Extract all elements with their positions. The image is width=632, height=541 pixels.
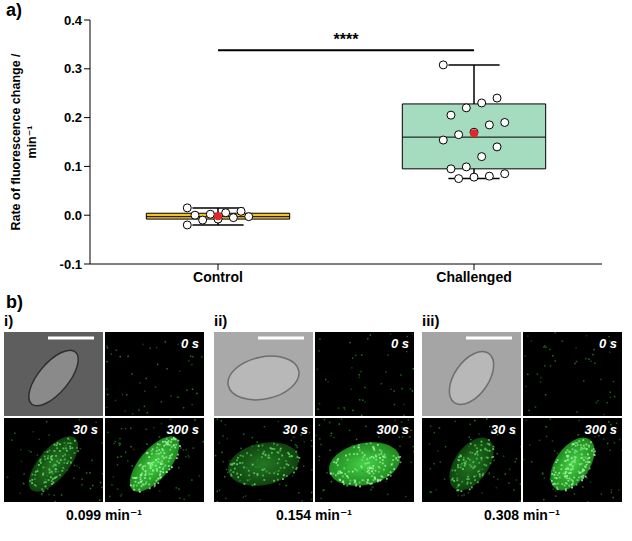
- svg-text:300 s: 300 s: [166, 422, 199, 437]
- svg-text:0.0: 0.0: [64, 208, 82, 223]
- svg-text:300 s: 300 s: [584, 422, 617, 437]
- svg-text:****: ****: [334, 31, 360, 48]
- html-text:iii): iii): [422, 312, 440, 329]
- svg-text:0.4: 0.4: [64, 13, 83, 28]
- svg-text:0.2: 0.2: [64, 110, 82, 125]
- svg-text:0 s: 0 s: [391, 336, 409, 351]
- html-text:i): i): [4, 312, 14, 329]
- svg-text:30 s: 30 s: [283, 422, 308, 437]
- svg-text:0 s: 0 s: [599, 336, 617, 351]
- svg-text:0.3: 0.3: [64, 61, 82, 76]
- html-text:0.154 min⁻¹: 0.154 min⁻¹: [276, 507, 352, 523]
- svg-text:Control: Control: [193, 269, 243, 285]
- svg-text:0 s: 0 s: [181, 336, 199, 351]
- html-text:b): b): [6, 292, 23, 312]
- html-text:ii): ii): [214, 312, 228, 329]
- html-text:a): a): [6, 0, 22, 20]
- svg-text:0.1: 0.1: [64, 159, 82, 174]
- svg-text:min⁻¹: min⁻¹: [25, 126, 39, 159]
- svg-text:Challenged: Challenged: [436, 269, 511, 285]
- svg-text:300 s: 300 s: [376, 422, 409, 437]
- html-text:0.308 min⁻¹: 0.308 min⁻¹: [484, 507, 560, 523]
- svg-text:-0.1: -0.1: [60, 257, 82, 272]
- svg-text:30 s: 30 s: [491, 422, 516, 437]
- svg-text:Rate of fluorescence change /: Rate of fluorescence change /: [9, 53, 23, 231]
- html-text:0.099 min⁻¹: 0.099 min⁻¹: [66, 507, 142, 523]
- svg-text:30 s: 30 s: [73, 422, 98, 437]
